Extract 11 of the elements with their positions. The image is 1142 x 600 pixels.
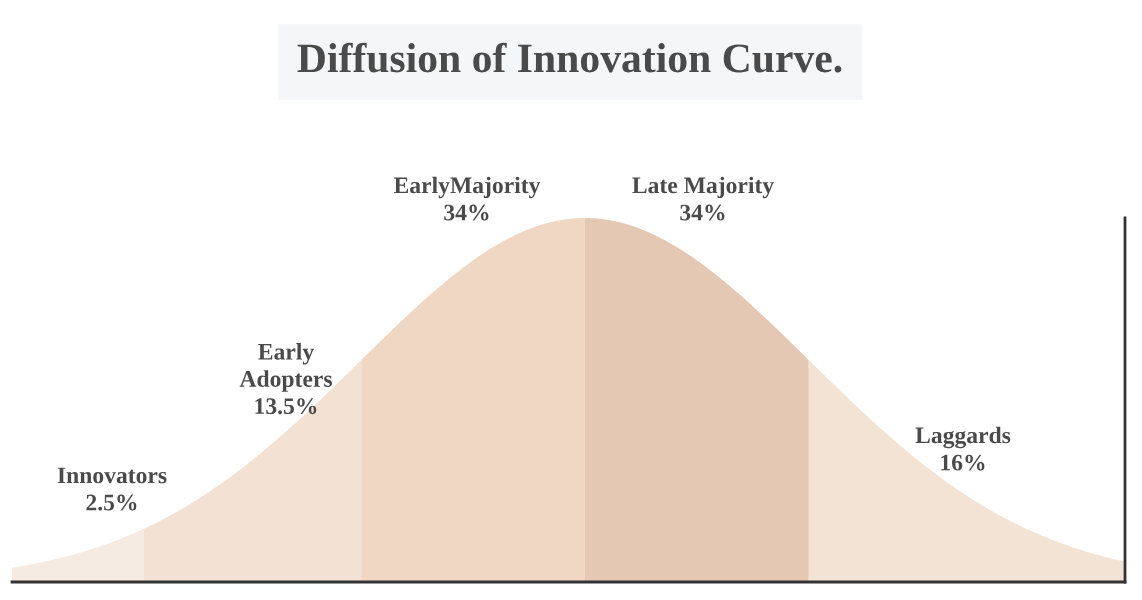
category-label: Late Majority [632, 176, 774, 199]
data-label: 2.5% [86, 494, 137, 511]
category-label: Laggards [915, 426, 1011, 449]
data-label: 13.5% [255, 398, 317, 415]
data-label: 34% [444, 204, 489, 221]
data-label: 34% [680, 204, 725, 221]
text: Diffusion of Innovation Curve. [297, 42, 842, 73]
data-label: 16% [941, 454, 985, 471]
category-label: EarlyMajority [393, 176, 541, 199]
category-label: Early Adopters [239, 343, 332, 392]
category-label: Innovators [57, 467, 167, 484]
